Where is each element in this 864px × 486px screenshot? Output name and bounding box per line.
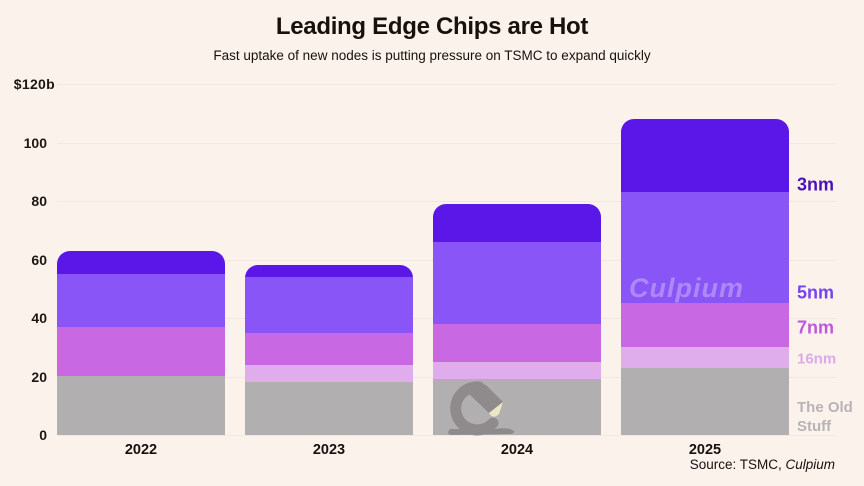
bar-segment-the-old-stuff bbox=[245, 382, 413, 435]
series-label-16nm: 16nm bbox=[797, 350, 837, 368]
x-axis-label-2025: 2025 bbox=[688, 442, 722, 458]
bar-segment-the-old-stuff bbox=[57, 376, 225, 435]
series-label-7nm: 7nm bbox=[797, 317, 835, 338]
y-axis-tick-label: 100 bbox=[23, 134, 47, 151]
bar-segment-3nm bbox=[57, 250, 225, 275]
source-note: Source: TSMC, Culpium bbox=[690, 457, 835, 472]
y-axis-tick-label: 20 bbox=[31, 368, 47, 385]
gridline-80 bbox=[57, 201, 836, 202]
gridline-120 bbox=[57, 84, 836, 85]
y-axis-tick-label: 40 bbox=[31, 310, 47, 326]
bar-segment-5nm bbox=[245, 277, 413, 333]
source-publication: Culpium bbox=[785, 457, 835, 472]
y-axis-tick-label: $120b bbox=[13, 76, 55, 92]
bar-segment-5nm bbox=[57, 274, 225, 327]
y-axis-tick-label: 60 bbox=[31, 251, 47, 268]
series-label-3nm: 3nm bbox=[797, 174, 835, 195]
gridline-0 bbox=[57, 435, 836, 436]
culpium-watermark: Culpium bbox=[629, 273, 744, 304]
x-axis-label-2024: 2024 bbox=[500, 442, 534, 458]
source-prefix: Source: TSMC, bbox=[689, 457, 786, 472]
series-label-5nm: 5nm bbox=[797, 282, 835, 303]
chart-title: Leading Edge Chips are Hot bbox=[275, 13, 589, 40]
bar-segment-7nm bbox=[433, 323, 601, 362]
bar-segment-7nm bbox=[245, 332, 413, 365]
bar-segment-3nm bbox=[245, 265, 413, 278]
chart-subtitle: Fast uptake of new nodes is putting pres… bbox=[213, 48, 651, 63]
series-label-the-old-stuff: The Old Stuff bbox=[797, 399, 853, 436]
y-axis-tick-label: 80 bbox=[31, 193, 47, 209]
bar-2025 bbox=[621, 119, 789, 435]
bar-segment-3nm bbox=[621, 119, 789, 193]
bar-segment-7nm bbox=[57, 326, 225, 377]
bar-segment-5nm bbox=[433, 241, 601, 324]
bar-segment-3nm bbox=[433, 203, 601, 242]
bar-2022 bbox=[57, 250, 225, 435]
bar-segment-16nm bbox=[245, 364, 413, 383]
x-axis-label-2022: 2022 bbox=[124, 442, 158, 458]
y-axis-tick-label: 0 bbox=[39, 427, 47, 443]
bar-2024 bbox=[433, 203, 601, 435]
bar-segment-16nm bbox=[433, 361, 601, 380]
bar-segment-the-old-stuff bbox=[621, 367, 789, 435]
bar-segment-7nm bbox=[621, 303, 789, 348]
bar-segment-5nm bbox=[621, 192, 789, 304]
x-axis-label-2023: 2023 bbox=[312, 442, 346, 458]
bar-2023 bbox=[245, 265, 413, 435]
gridline-100 bbox=[57, 142, 836, 144]
culpium-lamp-logo bbox=[438, 378, 522, 438]
bar-segment-16nm bbox=[621, 347, 789, 368]
